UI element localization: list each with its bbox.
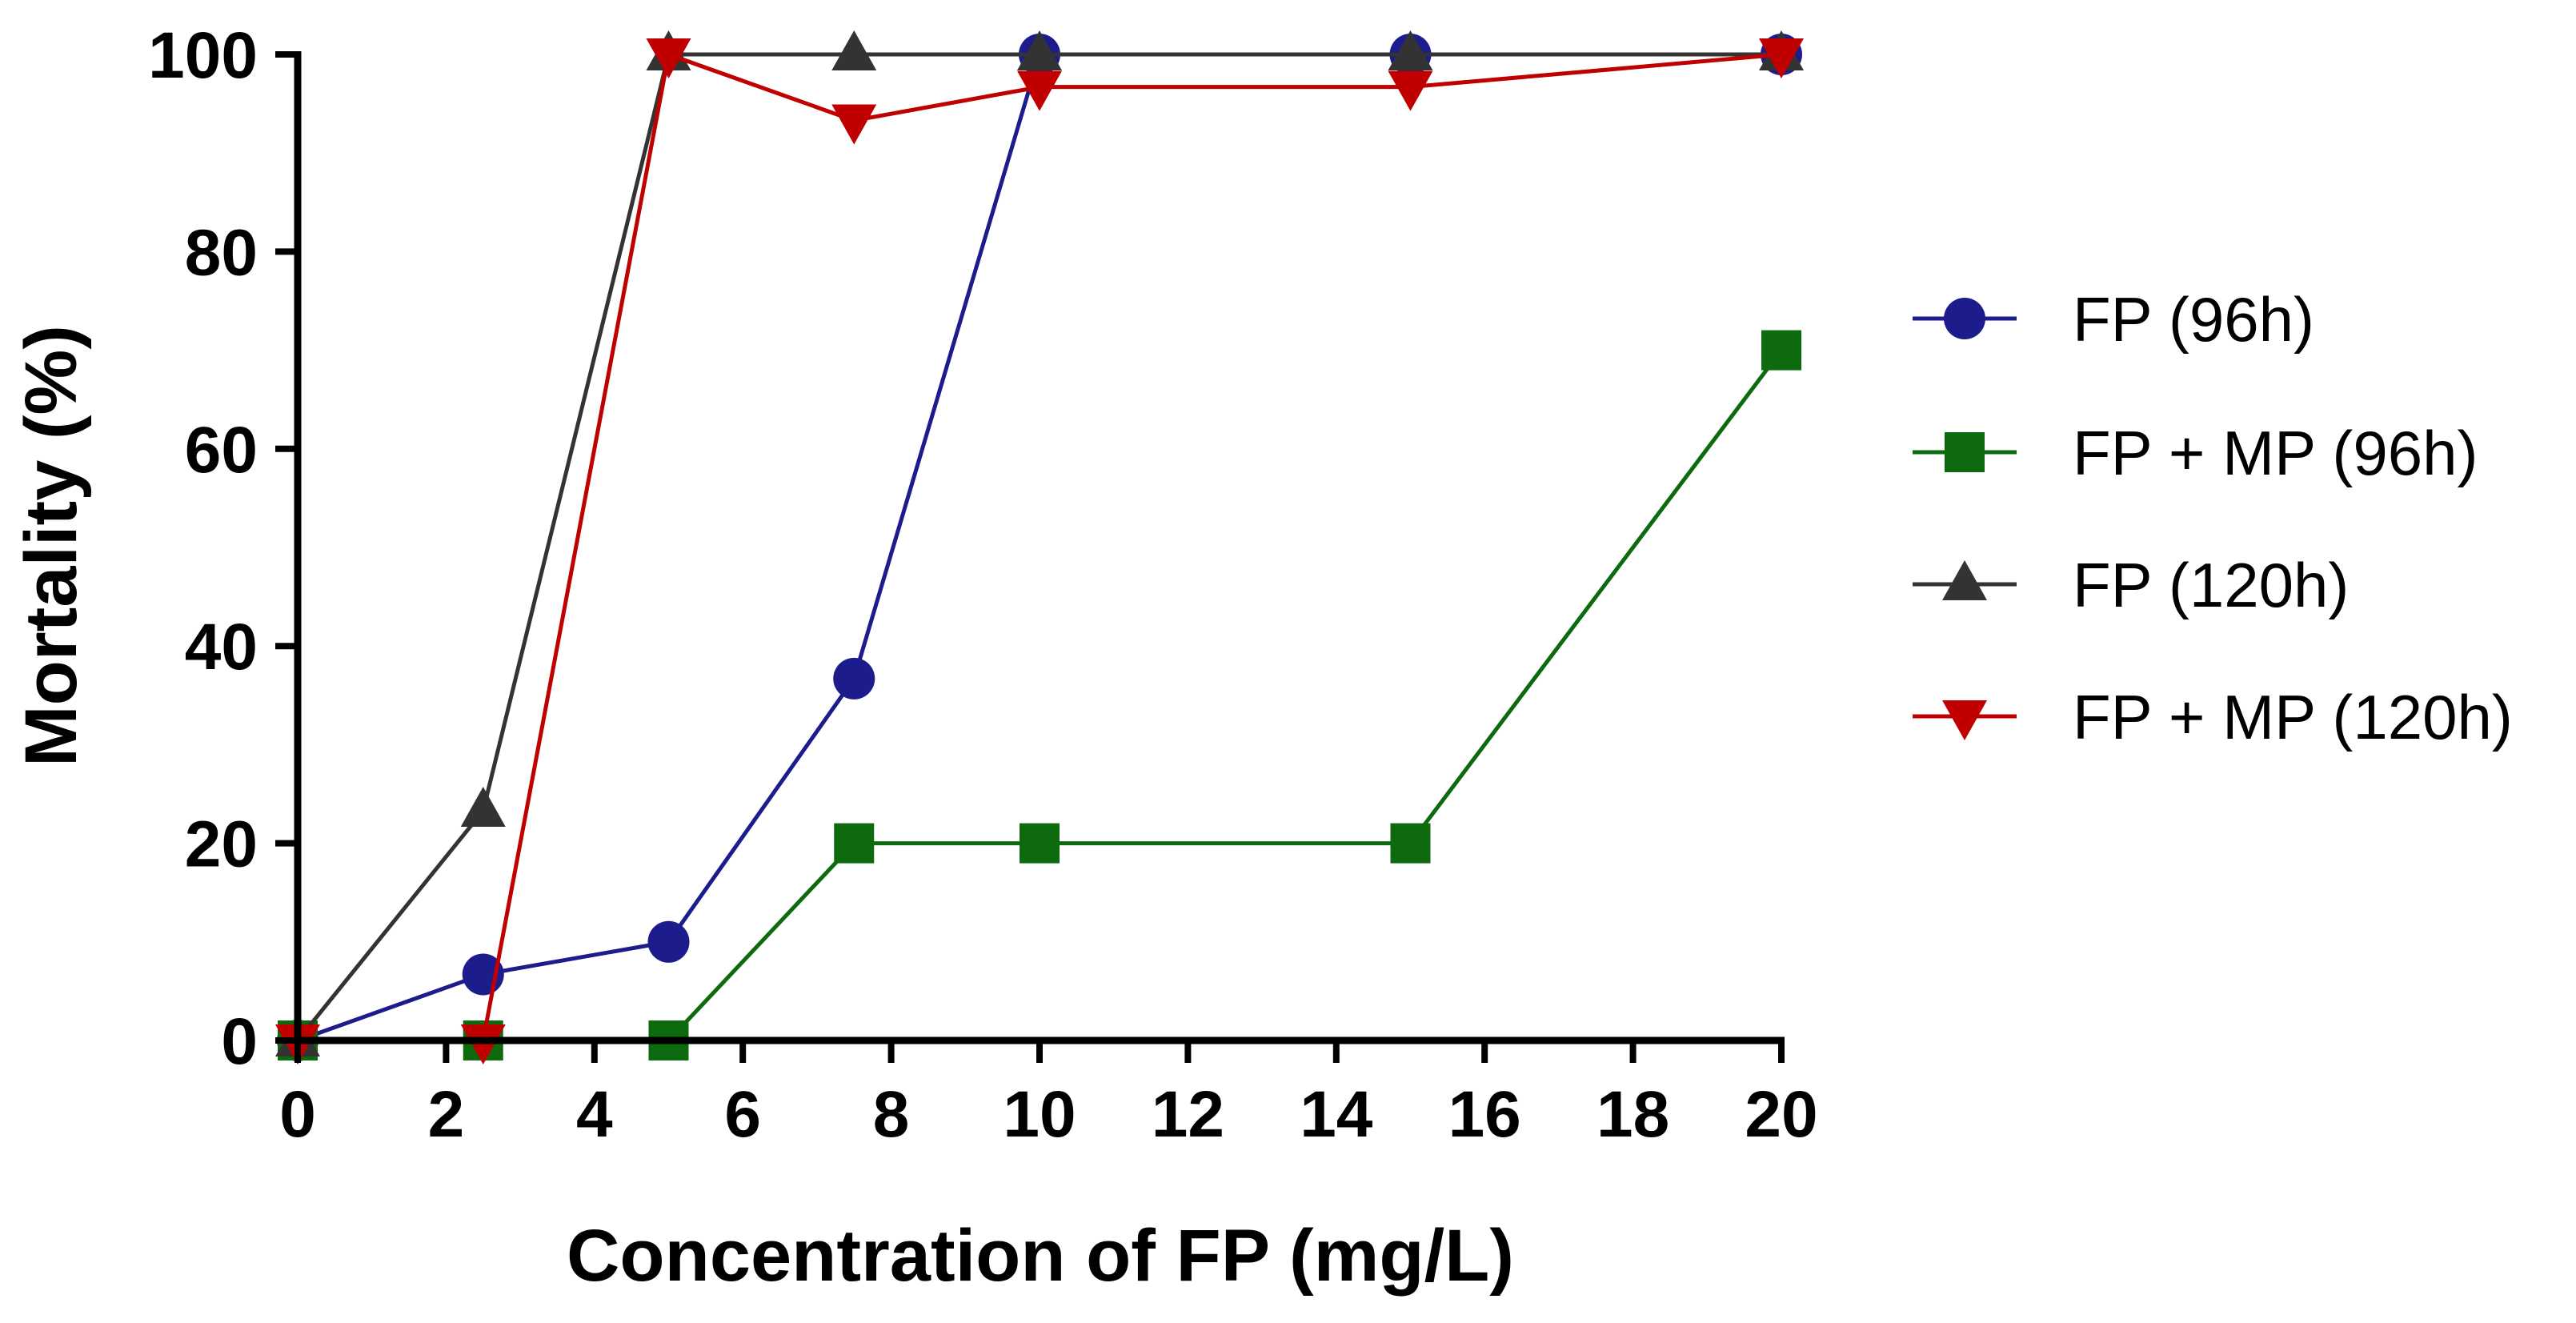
y-tick-label: 0 — [221, 1005, 258, 1078]
legend-label: FP + MP (96h) — [2073, 418, 2478, 488]
x-tick-label: 10 — [1003, 1078, 1076, 1151]
x-tick-label: 20 — [1745, 1078, 1817, 1151]
legend-marker — [1945, 432, 1985, 472]
data-point — [1390, 823, 1431, 864]
series-line — [298, 51, 1782, 1043]
legend: FP (96h) FP + MP (96h) FP (120h) FP + MP (1… — [1913, 284, 2513, 752]
legend-marker — [1942, 560, 1987, 600]
data-point — [1017, 30, 1062, 70]
legend-marker — [1944, 298, 1985, 339]
y-tick-label: 40 — [185, 611, 258, 684]
series-line — [296, 52, 1781, 1042]
x-tick-label: 12 — [1152, 1078, 1224, 1151]
series-1 — [277, 34, 1802, 1061]
x-tick-label: 0 — [279, 1078, 316, 1151]
data-point — [834, 823, 875, 864]
axes-layer — [294, 51, 1785, 1044]
ticks-layer: 0 2 4 6 8 10 12 14 16 18 20 0 20 40 60 80 100 — [148, 19, 1817, 1151]
y-tick-label: 60 — [185, 414, 258, 487]
x-axis-title: Concentration of FP (mg/L) — [567, 1215, 1514, 1297]
x-tick-label: 16 — [1448, 1078, 1521, 1151]
data-point — [833, 657, 875, 700]
x-tick-label: 18 — [1596, 1078, 1669, 1151]
y-tick-label: 100 — [148, 19, 258, 92]
x-tick-label: 8 — [873, 1078, 910, 1151]
series-layer — [275, 30, 1804, 1064]
data-point — [1017, 70, 1062, 111]
y-axis-title: Mortality (%) — [10, 325, 92, 767]
x-tick-label: 14 — [1300, 1078, 1373, 1151]
data-point — [1388, 30, 1433, 70]
series-3 — [275, 30, 1804, 1056]
data-point — [460, 786, 506, 827]
x-tick-label: 4 — [576, 1078, 613, 1151]
data-point — [1020, 823, 1060, 864]
x-tick-label: 6 — [724, 1078, 761, 1151]
y-tick-label: 80 — [185, 216, 258, 289]
series-line — [297, 52, 1781, 1043]
series-4 — [275, 38, 1804, 1064]
legend-label: FP (96h) — [2073, 284, 2314, 355]
data-point — [1388, 70, 1433, 111]
y-tick-label: 20 — [185, 808, 258, 881]
legend-marker — [1942, 700, 1987, 740]
data-point — [460, 1024, 506, 1064]
data-point — [831, 30, 877, 70]
legend-item: FP (96h) — [1913, 284, 2314, 355]
x-tick-label: 2 — [428, 1078, 465, 1151]
legend-item: FP (120h) — [1913, 550, 2349, 620]
legend-label: FP (120h) — [2073, 550, 2349, 620]
legend-item: FP + MP (96h) — [1913, 418, 2478, 488]
data-point — [1759, 38, 1804, 78]
series-line — [298, 349, 1783, 1043]
data-point — [1761, 330, 1801, 371]
data-point — [647, 920, 690, 963]
legend-label: FP + MP (120h) — [2073, 682, 2513, 752]
data-point — [831, 104, 877, 145]
legend-item: FP + MP (120h) — [1913, 682, 2513, 752]
series-2 — [278, 330, 1801, 1060]
data-point — [646, 38, 691, 78]
